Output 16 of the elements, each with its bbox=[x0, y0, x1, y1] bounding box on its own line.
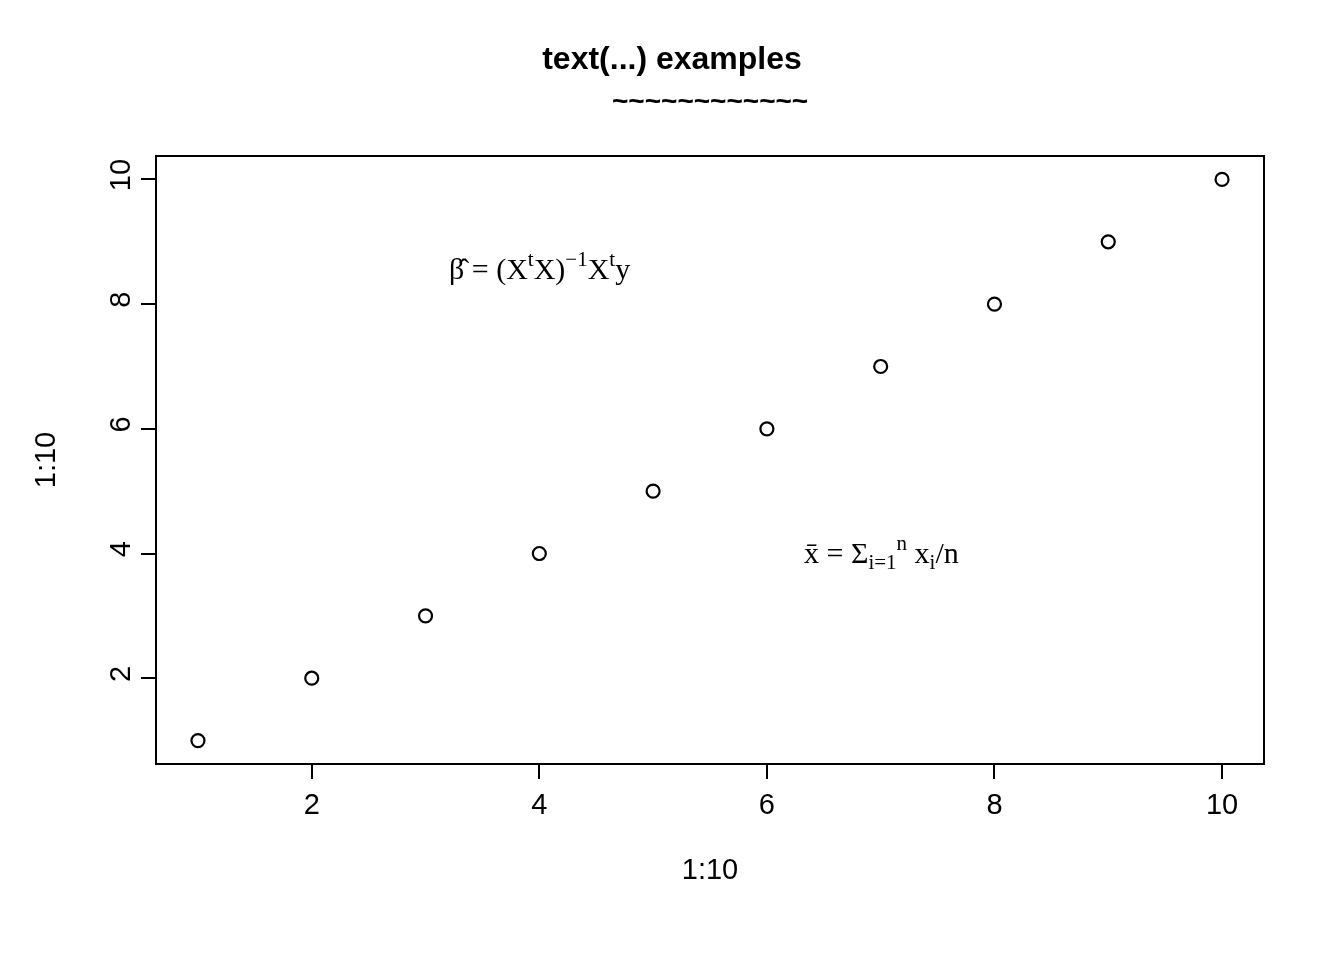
chart-subtitle: ~~~~~~~~~~~~ bbox=[612, 85, 809, 116]
x-tick-label: 8 bbox=[986, 787, 1003, 820]
x-tick-label: 2 bbox=[303, 787, 320, 820]
x-axis-title: 1:10 bbox=[681, 852, 739, 885]
y-tick-label: 6 bbox=[103, 416, 136, 433]
x-tick-label: 6 bbox=[758, 787, 775, 820]
chart-title: text(...) examples bbox=[542, 39, 802, 76]
x-tick-label: 10 bbox=[1205, 787, 1239, 820]
annotation: β̂ = (X$^{t}$X)$^{−1}$X$^{t}$y bbox=[449, 247, 631, 286]
y-tick-label: 4 bbox=[103, 541, 136, 558]
y-tick-label: 8 bbox=[103, 291, 136, 308]
y-tick-label: 2 bbox=[103, 665, 136, 682]
y-tick-label: 10 bbox=[103, 158, 136, 192]
x-tick-label: 4 bbox=[531, 787, 548, 820]
annotation: x̄ = Σ$_{i=1}$$^{n}$ x$_{i}$/n bbox=[804, 531, 959, 574]
y-axis-title: 1:10 bbox=[28, 431, 61, 489]
